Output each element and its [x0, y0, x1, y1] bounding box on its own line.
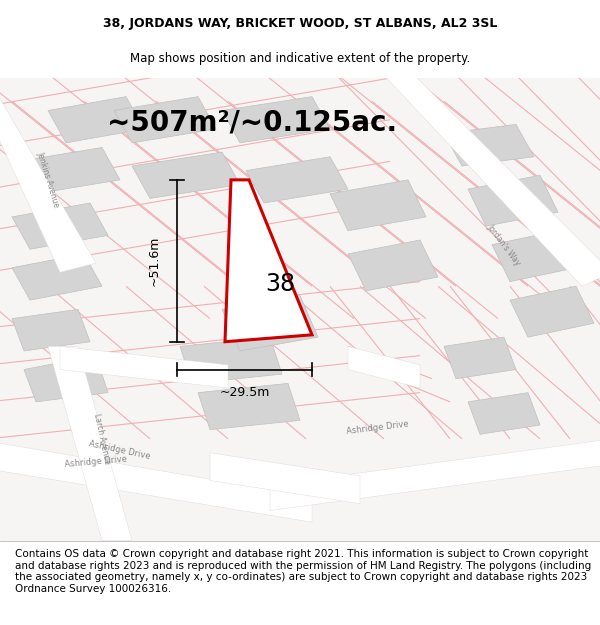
Polygon shape — [246, 157, 348, 203]
Polygon shape — [270, 439, 600, 511]
Text: ~507m²/~0.125ac.: ~507m²/~0.125ac. — [107, 108, 397, 136]
Text: Jenkins Avenue: Jenkins Avenue — [35, 151, 61, 209]
Polygon shape — [348, 346, 420, 388]
Polygon shape — [12, 309, 90, 351]
Polygon shape — [60, 346, 228, 388]
Polygon shape — [378, 69, 600, 286]
Polygon shape — [222, 97, 330, 143]
Polygon shape — [12, 254, 102, 300]
Polygon shape — [0, 441, 312, 522]
Polygon shape — [180, 337, 282, 383]
Polygon shape — [198, 383, 300, 429]
Polygon shape — [48, 346, 132, 541]
Polygon shape — [348, 240, 438, 291]
Text: ~29.5m: ~29.5m — [220, 386, 269, 399]
Text: Ashridge Drive: Ashridge Drive — [346, 419, 410, 436]
Polygon shape — [210, 452, 360, 504]
Polygon shape — [48, 97, 144, 143]
Text: Ashridge Drive: Ashridge Drive — [88, 439, 152, 461]
Text: ~51.6m: ~51.6m — [148, 236, 161, 286]
Polygon shape — [18, 148, 120, 194]
Text: Jordan's Way: Jordan's Way — [485, 222, 523, 267]
Polygon shape — [225, 180, 312, 342]
Polygon shape — [24, 356, 108, 402]
Polygon shape — [492, 231, 576, 282]
Polygon shape — [444, 337, 516, 379]
Text: 38, JORDANS WAY, BRICKET WOOD, ST ALBANS, AL2 3SL: 38, JORDANS WAY, BRICKET WOOD, ST ALBANS… — [103, 17, 497, 30]
Text: Contains OS data © Crown copyright and database right 2021. This information is : Contains OS data © Crown copyright and d… — [15, 549, 591, 594]
Text: Ashridge Drive: Ashridge Drive — [64, 455, 128, 469]
Text: 38: 38 — [265, 272, 295, 296]
Polygon shape — [330, 180, 426, 231]
Polygon shape — [468, 392, 540, 434]
Polygon shape — [0, 78, 96, 272]
Polygon shape — [444, 124, 534, 166]
Polygon shape — [114, 97, 216, 143]
Text: Map shows position and indicative extent of the property.: Map shows position and indicative extent… — [130, 52, 470, 65]
Polygon shape — [12, 203, 108, 249]
Polygon shape — [510, 286, 594, 337]
Polygon shape — [132, 152, 240, 198]
Text: Larch Avenue: Larch Avenue — [92, 412, 112, 465]
Polygon shape — [222, 296, 318, 351]
Polygon shape — [468, 175, 558, 226]
